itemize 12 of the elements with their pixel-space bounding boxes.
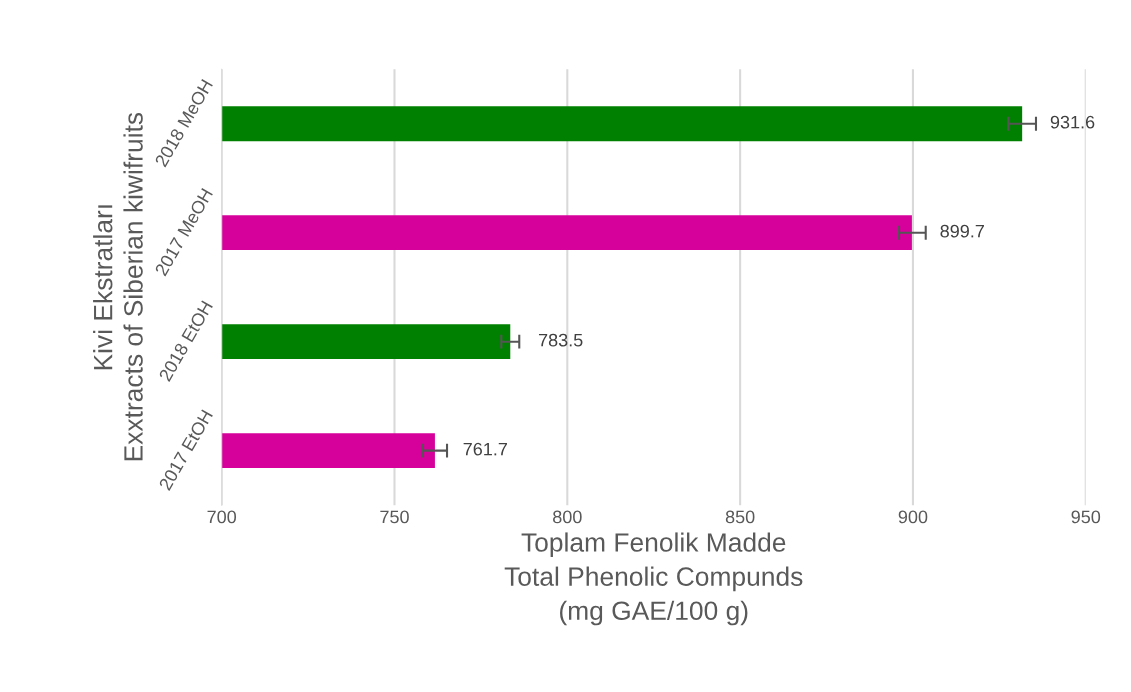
x-tick-label: 850	[725, 510, 755, 524]
x-tick-label: 800	[553, 510, 582, 524]
data-label: 783.5	[538, 333, 583, 347]
x-tick-label: 900	[898, 510, 928, 524]
x-tick-label: 700	[207, 510, 237, 524]
x-axis-title: Toplam Fenolik Madde Total Phenolic Compunds (mg GAE/100 g)	[504, 532, 803, 626]
x-tick-label: 750	[380, 510, 409, 524]
data-label: 931.6	[1050, 115, 1095, 129]
data-label: 899.7	[940, 224, 984, 238]
x-tick-label: 950	[1071, 510, 1101, 524]
y-axis-title: Kivi Ekstratları Exxtracts of Siberian kiwifruits	[93, 112, 143, 461]
data-label: 761.7	[463, 442, 507, 456]
